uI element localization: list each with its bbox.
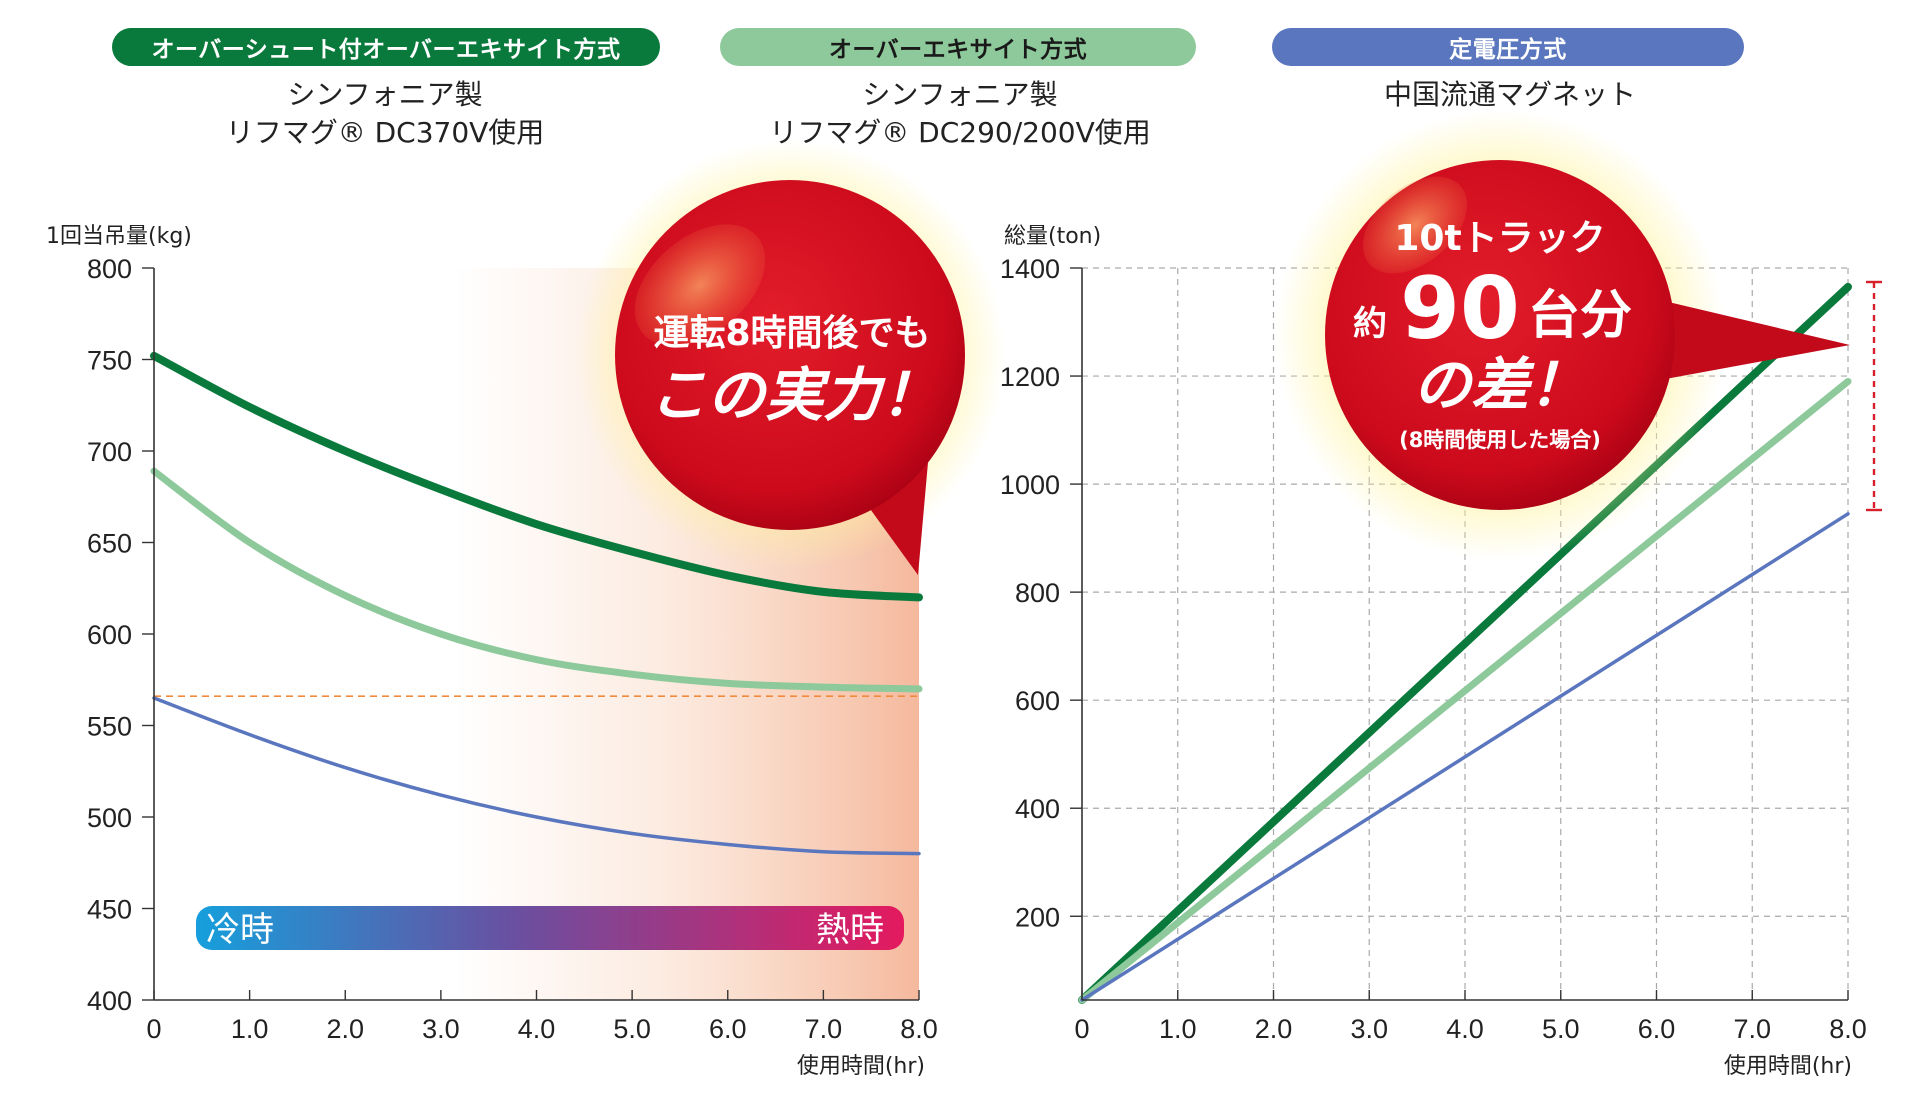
right-x-tick-label: 1.0	[1159, 1014, 1197, 1044]
category-desc-constant-voltage-line1: 中国流通マグネット	[1383, 78, 1636, 111]
temperature-cold-label: 冷時	[206, 910, 274, 950]
callout-bubble-2-prefix: 約	[1353, 304, 1387, 344]
callout-bubble-2-big-number: 90	[1400, 259, 1520, 359]
left-x-tick-label: 5.0	[613, 1014, 651, 1044]
left-x-tick-label: 4.0	[518, 1014, 556, 1044]
left-y-tick-label: 500	[87, 803, 132, 833]
left-x-tick-label: 2.0	[326, 1014, 364, 1044]
right-y-tick-label: 800	[1015, 578, 1060, 608]
category-desc-overexcite-line1: シンフォニア製	[862, 78, 1058, 111]
left-y-tick-label: 400	[87, 986, 132, 1016]
category-desc-overshoot: シンフォニア製 リフマグ® DC370V使用	[160, 76, 610, 152]
left-x-axis-label: 使用時間(hr)	[797, 1054, 925, 1079]
callout-bubble-2-line1: 10tトラック	[1394, 218, 1605, 259]
left-x-tick-label: 7.0	[805, 1014, 843, 1044]
right-y-tick-label: 1400	[1000, 254, 1060, 284]
category-pill-constant-voltage: 定電圧方式	[1272, 28, 1744, 66]
right-x-tick-label: 8.0	[1829, 1014, 1867, 1044]
left-x-tick-label: 3.0	[422, 1014, 460, 1044]
right-x-tick-label: 2.0	[1255, 1014, 1293, 1044]
category-pill-constant-voltage-label: 定電圧方式	[1449, 37, 1567, 63]
category-pill-overexcite-label: オーバーエキサイト方式	[828, 37, 1088, 63]
temperature-gradient-bar	[196, 906, 904, 950]
right-series-line	[1078, 282, 1852, 1004]
left-x-tick-label: 6.0	[709, 1014, 747, 1044]
right-series-group	[1078, 282, 1852, 1004]
category-desc-overshoot-line2: リフマグ® DC370V使用	[225, 116, 545, 149]
left-series-line	[150, 467, 923, 693]
right-x-tick-label: 7.0	[1733, 1014, 1771, 1044]
right-y-tick-label: 200	[1015, 902, 1060, 932]
left-y-tick-label: 600	[87, 620, 132, 650]
right-y-tick-label: 600	[1015, 686, 1060, 716]
right-chart: 200 400 600 800 1000 1200 1400 0 1.0 2.0 3.0 4.0 5.…	[1000, 224, 1882, 1079]
callout-bubble-1-line2: この実力！	[649, 361, 939, 429]
left-y-tick-label: 550	[87, 712, 132, 742]
left-y-tick-label: 650	[87, 529, 132, 559]
category-pill-overexcite: オーバーエキサイト方式	[720, 28, 1196, 66]
right-y-tick-label: 1000	[1000, 470, 1060, 500]
left-x-ticks: 0 1.0 2.0 3.0 4.0 5.0 6.0 7.0 8.0	[146, 990, 938, 1044]
callout-bubble-2: 10tトラック 約 90 台分 の差！ (8時間使用した場合)	[1275, 110, 1850, 560]
left-y-axis-label: 1回当吊量(kg)	[46, 224, 192, 249]
right-series-line	[1078, 377, 1852, 1004]
difference-bracket	[1866, 280, 1882, 512]
left-y-tick-label: 800	[87, 254, 132, 284]
right-x-tick-label: 3.0	[1350, 1014, 1388, 1044]
category-desc-overshoot-line1: シンフォニア製	[287, 78, 483, 111]
category-pill-overshoot: オーバーシュート付オーバーエキサイト方式	[112, 28, 660, 66]
callout-bubble-2-line3: の差！	[1413, 351, 1587, 419]
left-series-line	[150, 351, 923, 602]
left-x-tick-label: 8.0	[900, 1014, 938, 1044]
left-series-line	[152, 696, 921, 856]
callout-bubble-2-tail	[1660, 300, 1850, 380]
temperature-hot-label: 熱時	[816, 910, 884, 950]
callout-bubble-1: 運転8時間後でも この実力！	[575, 140, 1005, 575]
category-desc-overexcite-line2: リフマグ® DC290/200V使用	[769, 116, 1151, 149]
callout-bubble-1-highlight	[634, 224, 766, 346]
right-y-axis-label: 総量(ton)	[1004, 224, 1101, 249]
right-x-tick-label: 6.0	[1638, 1014, 1676, 1044]
right-x-tick-label: 5.0	[1542, 1014, 1580, 1044]
left-x-tick-label: 0	[146, 1014, 161, 1044]
left-y-tick-label: 450	[87, 895, 132, 925]
left-chart: 400 450 500 550 600 650 700 750 800 0 1.0 2.0 3.0 4.…	[46, 224, 938, 1079]
callout-bubble-1-line1: 運転8時間後でも	[653, 313, 930, 354]
left-x-tick-label: 1.0	[231, 1014, 269, 1044]
right-x-axis-label: 使用時間(hr)	[1724, 1054, 1852, 1079]
left-y-tick-label: 750	[87, 346, 132, 376]
left-y-tick-label: 700	[87, 437, 132, 467]
category-pill-overshoot-label: オーバーシュート付オーバーエキサイト方式	[151, 37, 621, 63]
callout-bubble-2-suffix: 台分	[1528, 286, 1632, 346]
right-y-tick-label: 400	[1015, 794, 1060, 824]
right-x-ticks: 0 1.0 2.0 3.0 4.0 5.0 6.0 7.0 8.0	[1074, 990, 1867, 1044]
callout-bubble-2-highlight	[1362, 176, 1468, 274]
right-y-tick-label: 1200	[1000, 362, 1060, 392]
right-y-ticks: 200 400 600 800 1000 1200 1400	[1000, 254, 1082, 932]
right-x-tick-label: 0	[1074, 1014, 1089, 1044]
category-desc-constant-voltage: 中国流通マグネット	[1280, 76, 1740, 114]
left-series-group	[150, 351, 923, 856]
right-series-line	[1080, 512, 1850, 1002]
category-desc-overexcite: シンフォニア製 リフマグ® DC290/200V使用	[700, 76, 1220, 152]
callout-bubble-1-circle	[615, 180, 965, 530]
right-x-tick-label: 4.0	[1446, 1014, 1484, 1044]
left-y-ticks: 400 450 500 550 600 650 700 750 800	[87, 254, 154, 1016]
callout-bubble-2-line4: (8時間使用した場合)	[1399, 428, 1601, 452]
